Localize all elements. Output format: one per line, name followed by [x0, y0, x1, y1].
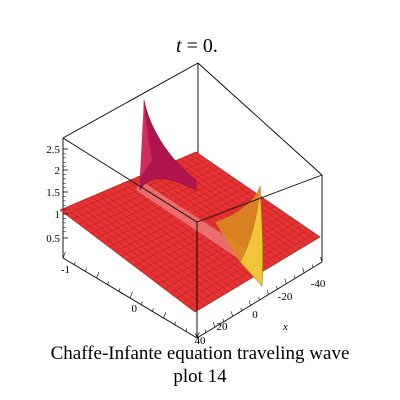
y-tick-label: -1 [61, 264, 70, 276]
x-tick-mark [195, 332, 198, 339]
surface-peak-right-face [215, 186, 260, 262]
y-tick-mark [140, 301, 143, 305]
y-tick-mark [96, 271, 100, 279]
y-tick-mark [118, 288, 121, 292]
z-tick-label: 1.5 [46, 187, 60, 199]
x-tick-mark [258, 296, 260, 301]
x-tick-mark [240, 307, 242, 311]
x-axis-label: x [282, 321, 288, 333]
y-tick-mark [174, 321, 177, 325]
x-tick-mark [230, 311, 234, 317]
y-tick-mark [163, 311, 167, 319]
y-tick-mark [107, 281, 110, 285]
x-tick-label: -20 [278, 291, 293, 303]
y-tick-mark [196, 331, 200, 339]
x-tick-mark [302, 267, 305, 273]
x-tick-mark [311, 264, 314, 268]
x-tick-label: 20 [217, 321, 229, 333]
y-tick-label: 0 [132, 303, 138, 315]
y-tick-mark [85, 268, 87, 272]
grid-line [164, 217, 292, 289]
z-tick-label: 2.5 [46, 144, 60, 156]
y-tick-mark [185, 328, 188, 332]
x-tick-mark [266, 289, 269, 295]
z-axis: 0.5 1 1.5 2 2.5 [46, 144, 68, 245]
surface-peak-left-face [140, 100, 152, 178]
caption-line-2: plot 14 [173, 366, 227, 387]
x-tick-mark [248, 300, 251, 306]
x-tick-label: 0 [252, 309, 258, 321]
y-tick-mark [62, 251, 66, 259]
z-tick-label: 0.5 [46, 233, 60, 245]
caption-line-1: Chaffe-Infante equation traveling wave [50, 343, 350, 364]
grid-line [176, 225, 304, 299]
x-tick-mark [222, 318, 225, 322]
y-tick-mark [129, 291, 133, 299]
grid-line [158, 213, 287, 285]
y-tick-mark [73, 261, 76, 265]
x-tick-mark [320, 256, 323, 263]
z-tick-label: 1 [55, 209, 61, 221]
x-tick-mark [213, 322, 216, 328]
z-tick-label: 2 [55, 165, 61, 177]
x-tick-mark [284, 278, 287, 284]
x-tick-mark [276, 286, 278, 290]
chart-title: t = 0. [176, 35, 218, 57]
y-axis: -1 0 [61, 251, 200, 339]
x-tick-mark [204, 329, 207, 333]
x-tick-mark [294, 275, 296, 279]
x-tick-label: 40 [195, 335, 207, 347]
x-axis: -40 -20 0 20 40 [195, 256, 326, 347]
grid-line [170, 221, 298, 294]
x-tick-label: -40 [311, 278, 326, 290]
y-tick-mark [152, 308, 154, 312]
